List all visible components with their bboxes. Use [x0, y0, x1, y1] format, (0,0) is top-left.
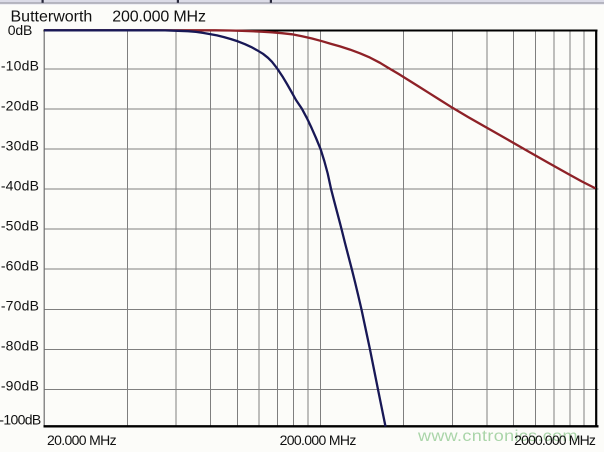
svg-text:-60dB: -60dB	[1, 258, 39, 274]
svg-text:-50dB: -50dB	[1, 218, 39, 234]
svg-text:2000.000 MHz: 2000.000 MHz	[514, 432, 596, 448]
svg-text:200.000 MHz: 200.000 MHz	[280, 432, 357, 448]
svg-text:-40dB: -40dB	[1, 178, 39, 194]
svg-text:-90dB: -90dB	[1, 377, 39, 393]
svg-text:-80dB: -80dB	[1, 337, 39, 353]
svg-text:-70dB: -70dB	[1, 297, 39, 313]
svg-text:200.000 MHz: 200.000 MHz	[112, 9, 206, 26]
svg-text:-100dB: -100dB	[0, 411, 41, 427]
svg-text:-10dB: -10dB	[1, 58, 39, 74]
svg-text:-30dB: -30dB	[1, 138, 39, 154]
svg-text:20.000 MHz: 20.000 MHz	[47, 432, 117, 448]
svg-text:Butterworth: Butterworth	[11, 9, 93, 26]
svg-text:-20dB: -20dB	[1, 98, 39, 114]
svg-text:www.cntronics.com: www.cntronics.com	[417, 427, 578, 445]
svg-text:0dB: 0dB	[8, 22, 33, 38]
